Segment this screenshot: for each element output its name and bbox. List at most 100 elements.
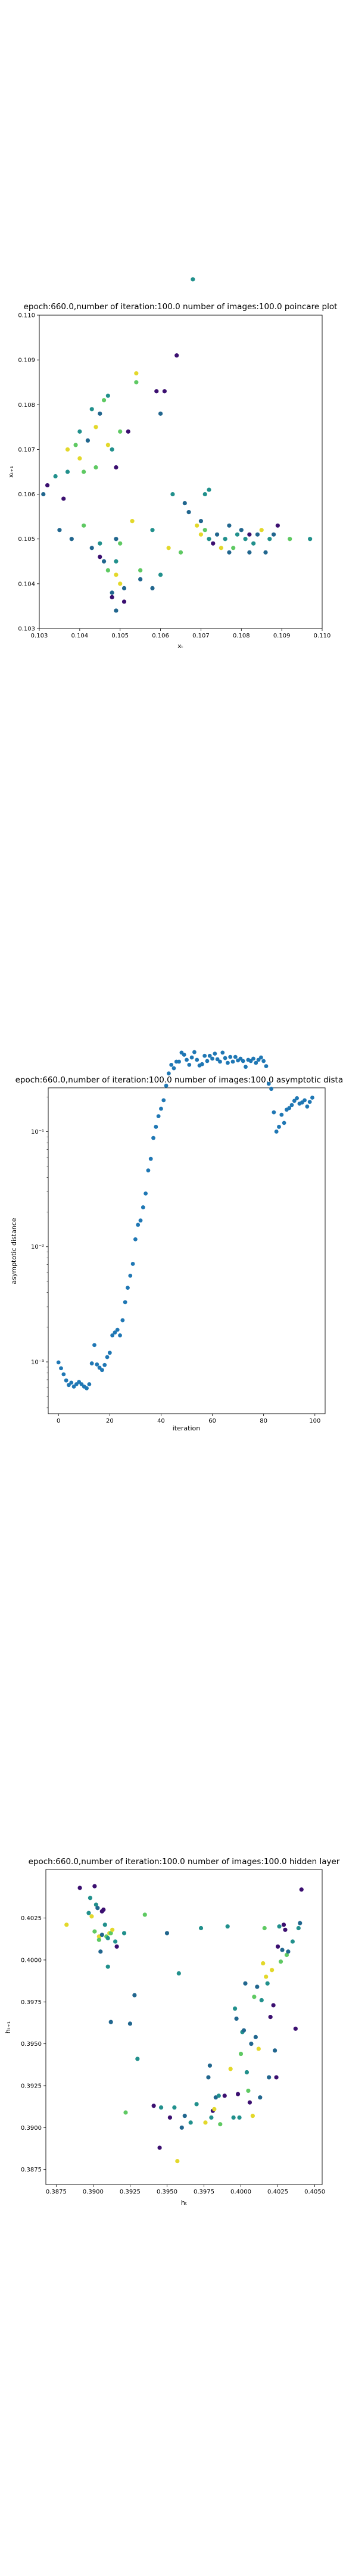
scatter-point: [241, 2028, 247, 2033]
scatter-point: [107, 1351, 112, 1355]
scatter-point: [308, 537, 313, 542]
scatter-point: [298, 1921, 303, 1925]
asymptotic-distance-y-label: asymptotic distance: [10, 1218, 18, 1284]
scatter-point: [235, 2092, 241, 2096]
scatter-point: [128, 1274, 133, 1278]
scatter-point: [234, 2016, 239, 2021]
scatter-point: [266, 1081, 271, 1086]
scatter-point: [118, 581, 123, 586]
scatter-point: [89, 1914, 94, 1919]
scatter-point: [259, 1998, 264, 2003]
scatter-point: [65, 469, 70, 474]
x-tick-label: 0.3875: [46, 2189, 67, 2195]
scatter-point: [85, 1386, 89, 1390]
scatter-point: [142, 1912, 147, 1917]
scatter-point: [205, 1059, 210, 1063]
poincare-plot-x-label: xₜ: [177, 642, 183, 650]
scatter-point: [92, 1929, 97, 1934]
scatter-point: [101, 1907, 106, 1912]
poincare-plot-points: [41, 277, 313, 613]
scatter-point: [207, 487, 211, 492]
scatter-point: [192, 1050, 197, 1054]
scatter-point: [135, 2057, 140, 2061]
scatter-point: [65, 447, 70, 452]
scatter-point: [169, 1062, 174, 1067]
scatter-point: [191, 277, 195, 282]
x-tick-label: 80: [260, 1418, 267, 1424]
scatter-point: [138, 1218, 143, 1223]
scatter-point: [93, 1902, 98, 1907]
scatter-point: [228, 1054, 233, 1059]
scatter-point: [176, 1971, 181, 1976]
scatter-point: [101, 559, 107, 564]
scatter-point: [162, 389, 167, 394]
scatter-point: [146, 1168, 151, 1173]
scatter-point: [113, 1330, 117, 1335]
scatter-point: [307, 1100, 312, 1105]
scatter-point: [243, 537, 248, 542]
asymptotic-distance-x-ticks: 0 20 40 60 80 100: [57, 1414, 320, 1424]
x-tick-label: 0.4050: [304, 2189, 325, 2195]
y-tick-label: 10⁻¹: [31, 1129, 44, 1135]
scatter-point: [252, 1995, 257, 1999]
scatter-point: [207, 537, 211, 542]
scatter-point: [214, 532, 220, 537]
y-tick-label: 0.3925: [21, 2083, 42, 2089]
scatter-point: [247, 2100, 252, 2105]
scatter-point: [220, 1050, 225, 1055]
scatter-point: [151, 1135, 155, 1140]
scatter-point: [275, 523, 280, 528]
scatter-point: [110, 595, 114, 600]
scatter-point: [305, 1105, 310, 1109]
x-tick-label: 0.110: [314, 633, 331, 639]
x-tick-label: 0.3900: [83, 2189, 104, 2195]
scatter-point: [148, 1156, 153, 1161]
y-tick-label: 0.3950: [21, 2041, 42, 2048]
y-tick-label: 0.3900: [21, 2125, 42, 2132]
scatter-point: [284, 1952, 289, 1958]
scatter-point: [141, 1205, 145, 1209]
scatter-point: [57, 528, 62, 533]
scatter-point: [188, 2120, 193, 2125]
scatter-point: [212, 2107, 217, 2111]
scatter-point: [127, 2021, 133, 2026]
scatter-point: [114, 537, 119, 542]
hidden-layer-title: epoch:660.0,number of iteration:100.0 nu…: [29, 1857, 340, 1866]
scatter-point: [95, 1906, 100, 1911]
scatter-point: [182, 1053, 186, 1057]
scatter-point: [228, 2067, 233, 2071]
asymptotic-distance-points: [56, 1050, 314, 1390]
scatter-point: [282, 1121, 286, 1125]
scatter-point: [130, 1262, 135, 1266]
scatter-point: [114, 608, 119, 613]
scatter-point: [218, 2122, 223, 2127]
scatter-point: [126, 429, 130, 434]
scatter-point: [69, 1380, 74, 1385]
scatter-point: [105, 1964, 110, 1969]
scatter-point: [73, 443, 78, 447]
x-tick-label: 40: [157, 1418, 165, 1424]
scatter-point: [121, 1931, 127, 1936]
scatter-point: [264, 1064, 269, 1069]
scatter-point: [292, 1099, 297, 1103]
scatter-point: [61, 496, 66, 501]
scatter-point: [182, 501, 187, 506]
hidden-layer-y-ticks: 0.3875 0.3900 0.3925 0.3950 0.3975 0.4000 0.40…: [21, 1915, 46, 2173]
scatter-point: [69, 537, 74, 542]
scatter-point: [101, 398, 107, 403]
scatter-point: [219, 546, 223, 550]
scatter-point: [170, 491, 175, 497]
y-tick-label: 0.3875: [21, 2167, 42, 2173]
scatter-point: [267, 537, 272, 542]
scatter-point: [261, 1961, 266, 1966]
scatter-point: [182, 2114, 187, 2118]
scatter-point: [243, 1981, 248, 1986]
scatter-point: [98, 555, 102, 559]
asymptotic-distance-panel: epoch:660.0,number of iteration:100.0 nu…: [0, 858, 343, 1716]
scatter-point: [110, 447, 114, 452]
scatter-point: [98, 411, 102, 416]
scatter-point: [207, 1053, 212, 1058]
scatter-point: [138, 568, 143, 573]
poincare-plot-panel: epoch:660.0,number of iteration:100.0 nu…: [0, 0, 343, 858]
scatter-point: [283, 1927, 288, 1932]
